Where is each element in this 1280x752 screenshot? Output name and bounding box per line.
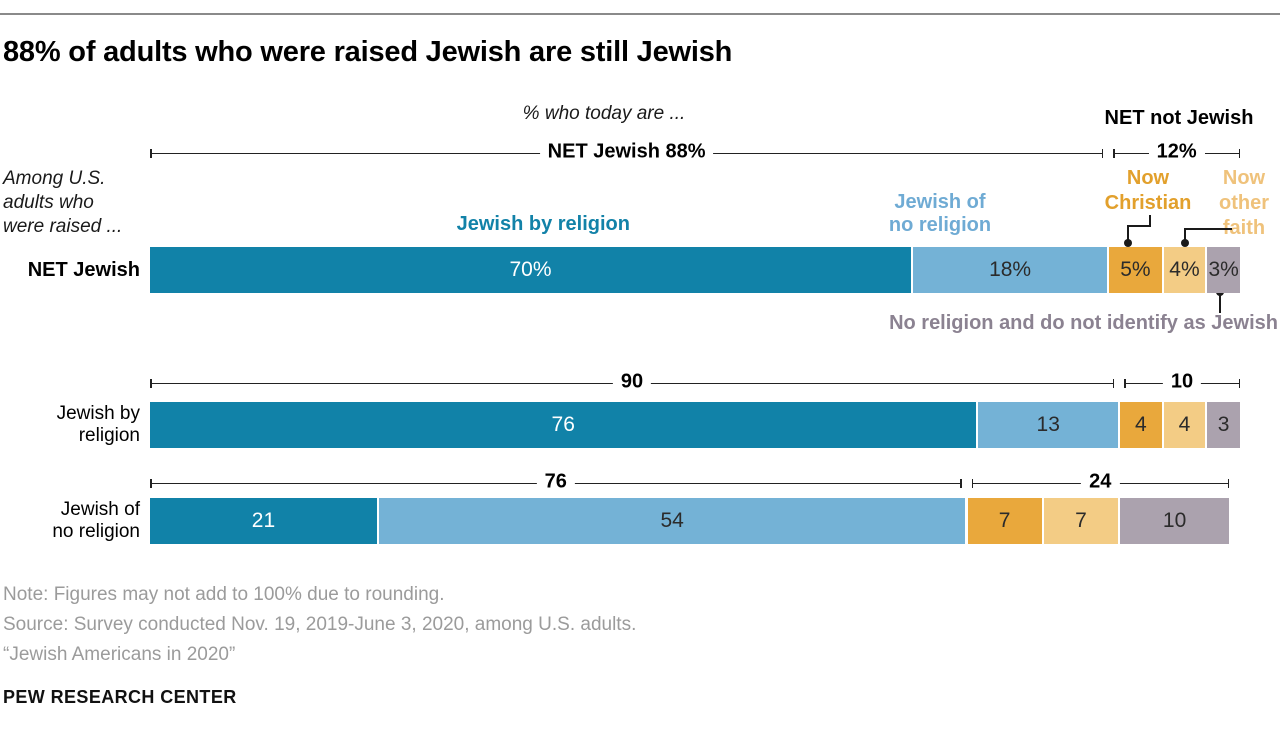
footer-source: Source: Survey conducted Nov. 19, 2019-J… bbox=[3, 614, 637, 635]
net-bracket-tick bbox=[960, 479, 962, 488]
row-label: Jewish by religion bbox=[56, 403, 140, 446]
net-not-jewish-heading: NET not Jewish bbox=[1104, 107, 1254, 129]
now-other-faith-callout-line bbox=[1184, 228, 1186, 241]
chart-subtitle: % who today are ... bbox=[522, 103, 686, 124]
net-bracket-tick bbox=[1112, 379, 1115, 388]
bar-segment-no-religion-not-jewish: 10 bbox=[1120, 498, 1230, 544]
net-bracket-tick bbox=[1238, 379, 1240, 388]
legend-jewish-of-no-religion: Jewish of no religion bbox=[888, 191, 992, 236]
net-bracket-tick bbox=[1101, 149, 1104, 158]
bar-segment-jewish-by-religion: 21 bbox=[150, 498, 377, 544]
bar-segment-jewish-of-no-religion: 18% bbox=[913, 247, 1108, 293]
bar-segment-jewish-of-no-religion: 54 bbox=[378, 498, 966, 544]
legend-now-other-faith: Now other faith bbox=[1219, 167, 1269, 239]
net-bracket-tick bbox=[1113, 149, 1115, 158]
net-bracket-label: 24 bbox=[1081, 470, 1120, 494]
bar-segment-now-christian: 7 bbox=[967, 498, 1042, 544]
legend-now-christian: Now Christian bbox=[1104, 167, 1192, 214]
bar-segment-jewish-by-religion: 76 bbox=[150, 402, 977, 448]
net-bracket-tick bbox=[1227, 479, 1230, 488]
net-bracket-label: 90 bbox=[612, 370, 652, 394]
brand-pew-research-center: PEW RESEARCH CENTER bbox=[3, 687, 237, 707]
bar-segment-now-christian: 4 bbox=[1120, 402, 1162, 448]
net-bracket-tick bbox=[1238, 149, 1240, 158]
bar-segment-no-religion-not-jewish: 3 bbox=[1207, 402, 1240, 448]
top-rule bbox=[0, 13, 1280, 15]
now-christian-callout-line bbox=[1149, 215, 1151, 226]
legend-no-religion-not-jewish: No religion and do not identify as Jewis… bbox=[889, 312, 1278, 334]
chart-title: 88% of adults who were raised Jewish are… bbox=[3, 36, 733, 68]
row-label: Jewish of no religion bbox=[52, 499, 140, 542]
row-label: NET Jewish bbox=[27, 259, 140, 281]
axis-context-note: Among U.S. adults who were raised ... bbox=[3, 168, 123, 237]
net-bracket-tick bbox=[150, 149, 152, 158]
net-bracket-label: NET Jewish 88% bbox=[539, 140, 714, 164]
bar-segment-jewish-by-religion: 70% bbox=[150, 247, 911, 293]
now-other-faith-callout-dot bbox=[1181, 239, 1189, 247]
net-bracket-tick bbox=[1124, 379, 1126, 388]
now-christian-callout-line bbox=[1127, 225, 1129, 241]
now-christian-callout-line bbox=[1127, 225, 1151, 227]
no-religion-callout-line bbox=[1219, 292, 1221, 313]
net-bracket-label: 10 bbox=[1162, 370, 1202, 394]
legend-jewish-by-religion: Jewish by religion bbox=[456, 213, 630, 235]
bar-segment-now-other-faith: 4 bbox=[1163, 402, 1206, 448]
bar-segment-now-christian: 5% bbox=[1109, 247, 1162, 293]
footer-report-title: “Jewish Americans in 2020” bbox=[3, 644, 236, 665]
now-christian-callout-dot bbox=[1124, 239, 1132, 247]
bar-segment-jewish-of-no-religion: 13 bbox=[978, 402, 1119, 448]
net-bracket-label: 12% bbox=[1148, 140, 1205, 164]
bar-segment-now-other-faith: 4% bbox=[1163, 247, 1206, 293]
footer-note: Note: Figures may not add to 100% due to… bbox=[3, 584, 445, 605]
net-bracket-tick bbox=[971, 479, 973, 488]
bar-segment-no-religion-not-jewish: 3% bbox=[1207, 247, 1240, 293]
bar-segment-now-other-faith: 7 bbox=[1043, 498, 1119, 544]
now-other-faith-callout-line bbox=[1184, 228, 1232, 230]
net-bracket-tick bbox=[150, 479, 152, 488]
net-bracket-tick bbox=[150, 379, 152, 388]
net-bracket-label: 76 bbox=[536, 470, 575, 494]
